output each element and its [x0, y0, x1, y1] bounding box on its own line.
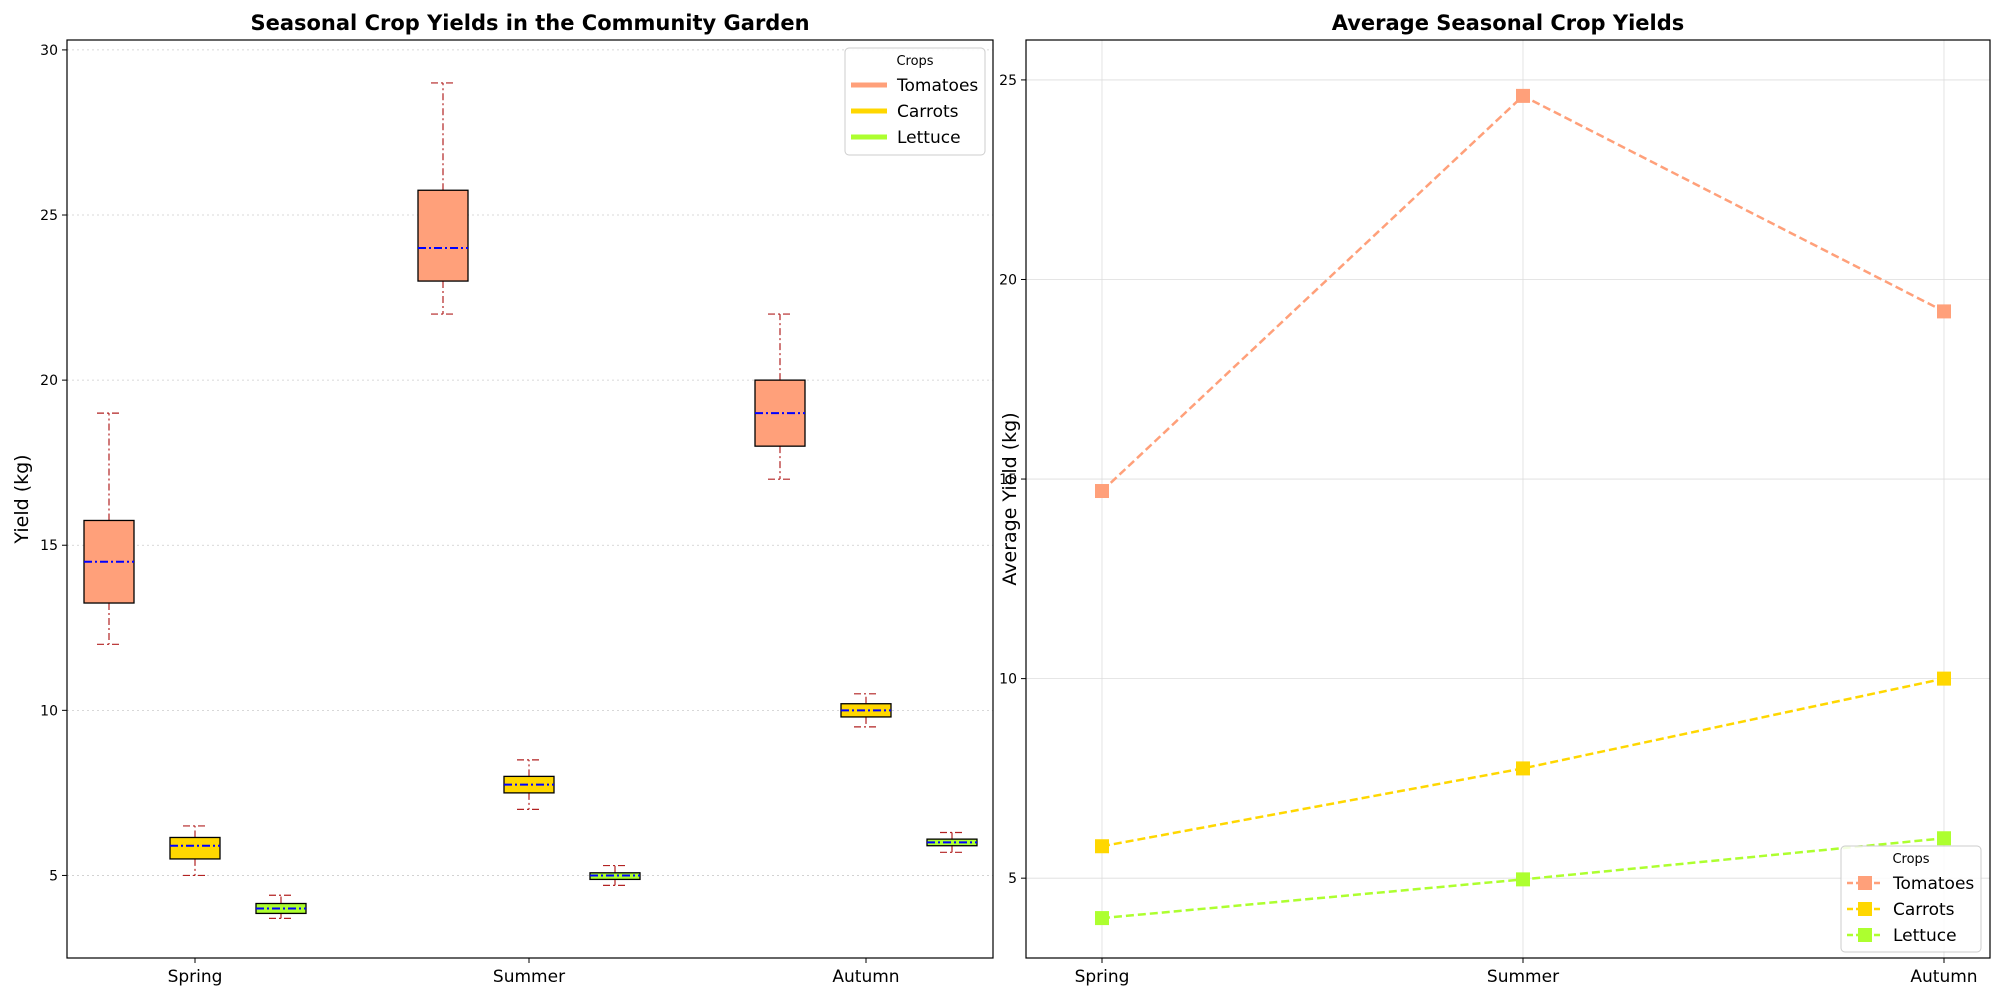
y-axis-label: Average Yield (kg) [999, 412, 1021, 585]
data-point [1516, 872, 1530, 887]
chart-title: Seasonal Crop Yields in the Community Ga… [250, 11, 809, 35]
data-point [1516, 761, 1530, 776]
box-tomatoes-summer [417, 82, 469, 315]
data-point [1516, 88, 1530, 103]
box-carrots-autumn [840, 693, 892, 728]
legend-frame [844, 47, 986, 156]
y-tick-label: 20 [40, 373, 58, 389]
data-point [1095, 911, 1109, 926]
series-carrots [1095, 671, 1951, 854]
box [83, 519, 135, 604]
legend: Crops Tomatoes Carrots Lettuce [844, 47, 986, 156]
y-tick-label: 10 [999, 672, 1017, 688]
data-point [1937, 671, 1951, 686]
data-point [1095, 484, 1109, 499]
plot-frame [66, 39, 994, 959]
box-carrots-summer [503, 759, 555, 811]
legend-marker [1858, 928, 1872, 942]
x-tick-label: Autumn [1910, 967, 1977, 987]
legend-title: Crops [1892, 852, 1929, 867]
chart-title: Average Seasonal Crop Yields [1332, 11, 1685, 35]
y-tick-label: 15 [999, 472, 1017, 488]
y-tick-label: 5 [49, 868, 58, 884]
y-tick-label: 25 [999, 73, 1017, 89]
x-tick-label: Summer [493, 967, 565, 987]
y-tick-label: 30 [40, 43, 58, 59]
x-tick-label: Autumn [832, 967, 899, 987]
legend-entry: Tomatoes [896, 76, 978, 96]
x-tick-label: Spring [1075, 967, 1130, 987]
x-tick-label: Summer [1487, 967, 1559, 987]
y-tick-label: 25 [40, 208, 58, 224]
legend-marker [1858, 902, 1872, 916]
legend-entry: Lettuce [897, 128, 961, 148]
box [169, 836, 221, 860]
legend-entry: Lettuce [1893, 926, 1957, 946]
box-lettuce-spring [255, 894, 307, 919]
y-tick-label: 20 [999, 272, 1017, 288]
box [417, 189, 469, 282]
data-point [1937, 304, 1951, 319]
y-tick-label: 5 [1008, 871, 1017, 887]
box-tomatoes-spring [83, 412, 135, 645]
plot-frame [1025, 39, 1991, 959]
legend-entry: Tomatoes [1892, 874, 1974, 894]
data-point [1937, 831, 1951, 846]
legend-entry: Carrots [897, 102, 959, 122]
box-chart: 5 10 15 20 25 30 Spring Summer Autumn Seasonal Cr… [11, 11, 994, 987]
legend: Crops Tomatoes Carrots Lettuce [1840, 845, 1982, 953]
box-lettuce-summer [589, 864, 641, 886]
y-axis-label: Yield (kg) [11, 454, 33, 544]
series-line [1101, 677, 1945, 848]
legend-title: Crops [896, 54, 933, 69]
legend-marker [1858, 876, 1872, 890]
box-tomatoes-autumn [754, 313, 806, 480]
box-lettuce-autumn [926, 831, 978, 853]
y-tick-label: 15 [40, 538, 58, 554]
box [754, 379, 806, 447]
x-tick-label: Spring [168, 967, 223, 987]
box-carrots-spring [169, 825, 221, 877]
legend-frame [1840, 845, 1982, 953]
legend-entry: Carrots [1893, 900, 1955, 920]
series-tomatoes [1095, 88, 1951, 499]
data-point [1095, 839, 1109, 854]
series-lettuce [1095, 831, 1951, 926]
y-tick-label: 10 [40, 703, 58, 719]
line-chart: 5 10 15 20 25 Spring Summer Autumn Average Seaso… [999, 11, 1991, 987]
